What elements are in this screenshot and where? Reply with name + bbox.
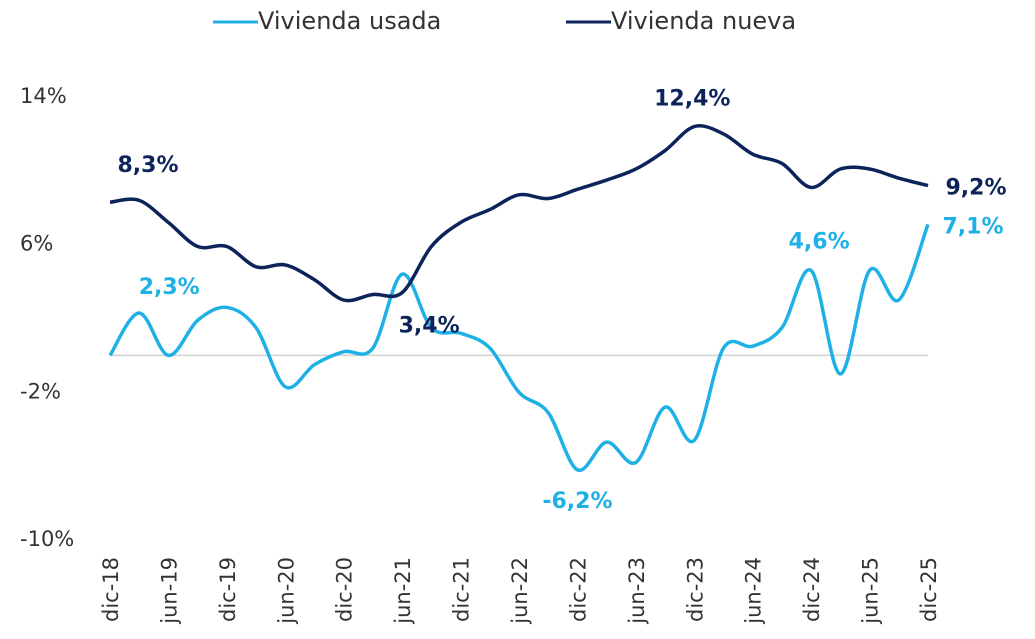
data-label: 4,6% [789,230,850,255]
y-tick-label: -2% [20,379,61,403]
series-line [108,223,930,472]
y-tick-label: 6% [20,232,53,256]
legend-label: Vivienda nueva [611,7,796,35]
x-tick-label: jun-24 [742,557,766,625]
data-label: 12,4% [654,87,730,112]
x-tick-label: jun-19 [157,557,181,625]
x-tick-label: jun-22 [508,557,532,625]
x-tick-label: dic-18 [99,557,123,622]
x-tick-label: jun-21 [391,557,415,625]
x-tick-label: jun-25 [859,557,883,625]
y-tick-label: -10% [20,527,74,551]
data-label: 3,4% [399,314,460,339]
x-tick-label: dic-20 [333,557,357,622]
x-tick-label: dic-25 [917,557,941,622]
data-label: 2,3% [139,275,200,300]
x-tick-label: dic-19 [216,557,240,622]
x-tick-label: dic-22 [566,557,590,622]
data-label: -6,2% [542,489,612,514]
y-tick-label: 14% [20,84,67,108]
x-tick-label: dic-21 [450,557,474,622]
x-tick-label: jun-20 [274,557,298,625]
x-tick-label: jun-23 [625,557,649,625]
x-tick-label: dic-24 [800,557,824,622]
data-label: 8,3% [117,153,178,178]
data-label: 9,2% [945,176,1006,201]
series-line [109,124,929,303]
legend-label: Vivienda usada [258,7,441,35]
data-label: 7,1% [942,214,1003,239]
x-tick-label: dic-23 [683,557,707,622]
